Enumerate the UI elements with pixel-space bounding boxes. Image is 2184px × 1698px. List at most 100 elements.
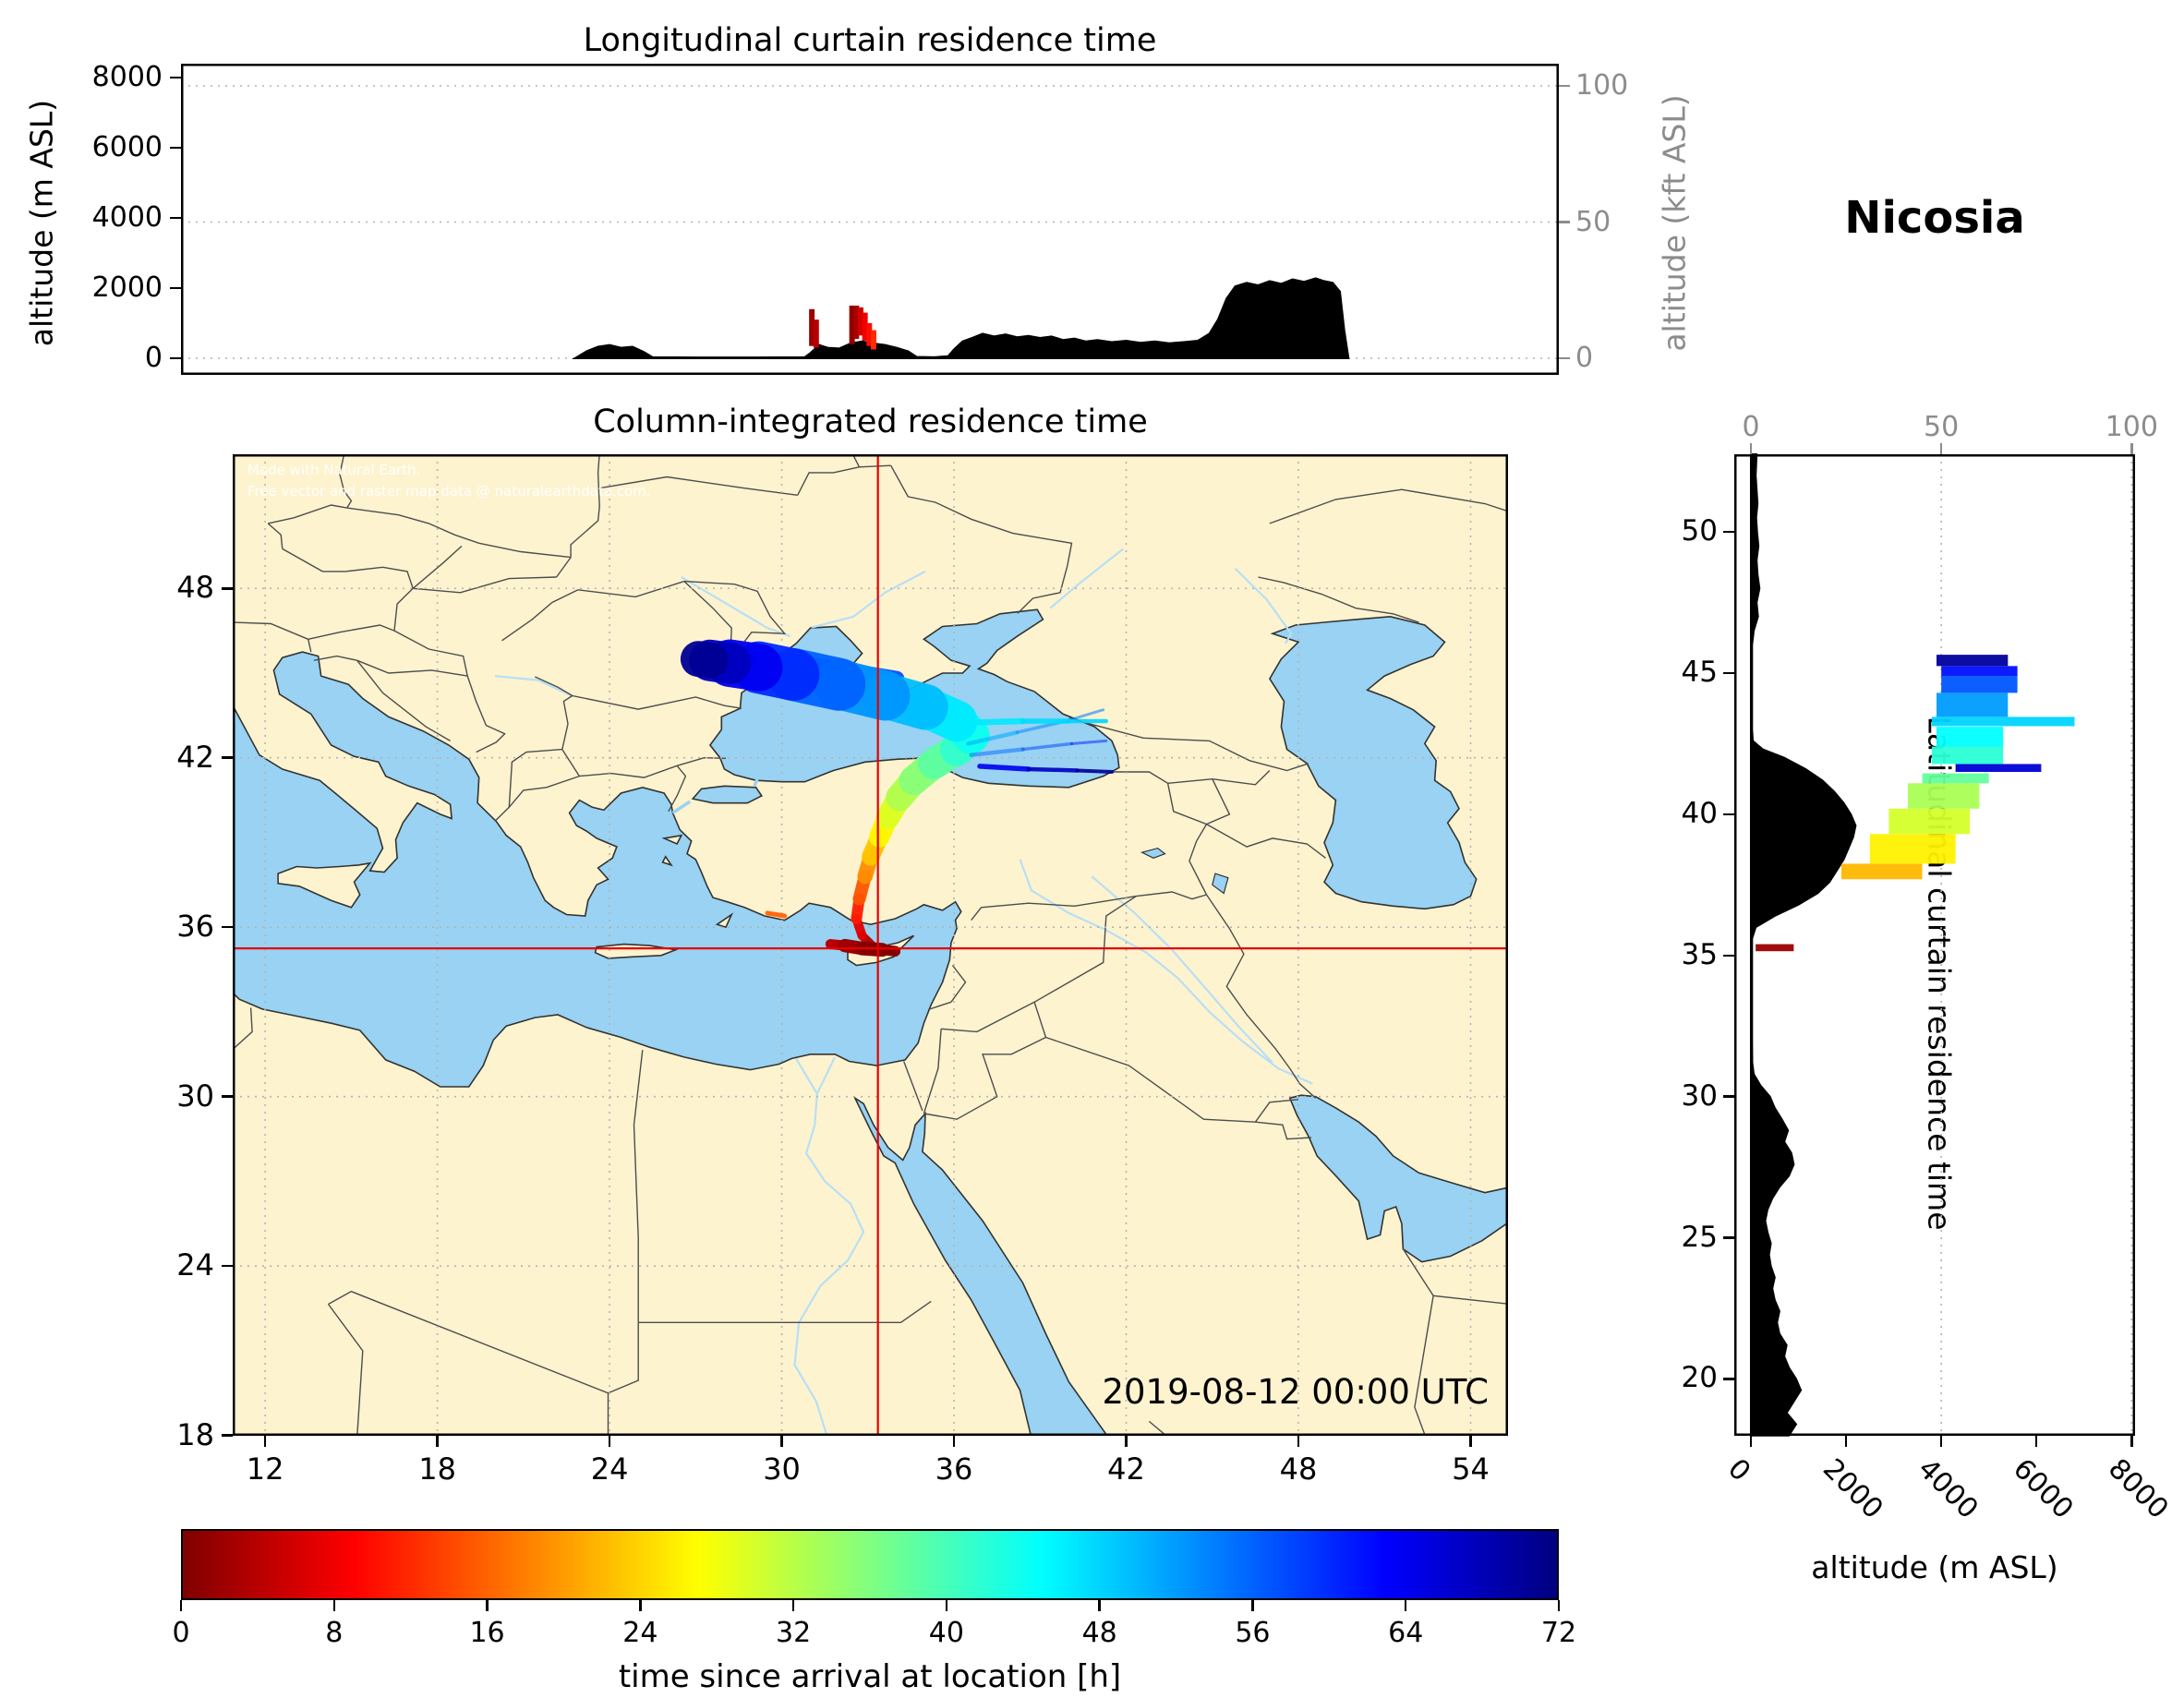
- plume-segment-navy-streak-east: [1075, 768, 1114, 775]
- strait: [753, 778, 759, 787]
- map-xtick-label: 42: [1107, 1451, 1145, 1487]
- longitudinal-kft-tick: [1559, 84, 1570, 88]
- latitudinal-ytick-label: 50: [1681, 514, 1718, 548]
- latitudinal-xtick-label: 8000: [2102, 1452, 2175, 1526]
- map-ytick-label: 48: [176, 570, 214, 606]
- colorbar-tick: [1098, 1600, 1101, 1611]
- longitudinal-residence-mark: [866, 323, 873, 346]
- colorbar-tick-label: 16: [469, 1617, 505, 1649]
- longitudinal-ytick-label: 0: [144, 342, 163, 374]
- station-title: Nicosia: [1844, 192, 2025, 244]
- map-attribution-line2: Free vector and raster map data @ natura…: [247, 483, 651, 500]
- river: [811, 570, 926, 629]
- sea-mediterranean: [233, 651, 962, 1088]
- map-xtick-label: 30: [763, 1451, 801, 1487]
- latitudinal-ytick: [1723, 1378, 1734, 1380]
- plume-segment-cyan-streak-east: [971, 717, 1026, 726]
- latitudinal-kft-tick: [2130, 443, 2133, 454]
- country-border: [923, 1036, 1046, 1120]
- map-ytick-label: 36: [176, 909, 214, 945]
- country-border: [466, 675, 506, 753]
- latitudinal-kft-label: 100: [2105, 411, 2158, 443]
- country-border: [572, 694, 742, 710]
- sea-red_sea: [852, 1095, 1108, 1436]
- latitudinal-xtick: [1844, 1436, 1848, 1447]
- map-ytick-label: 42: [176, 739, 214, 775]
- map-xtick: [1297, 1436, 1300, 1447]
- latitudinal-xtick: [2034, 1436, 2038, 1447]
- country-border: [413, 576, 557, 594]
- country-border: [346, 507, 572, 559]
- latitudinal-residence-mark: [1931, 717, 2075, 727]
- country-border: [356, 659, 468, 677]
- map-ytick: [222, 756, 233, 759]
- latitudinal-kft-label: 0: [1742, 411, 1760, 443]
- country-border: [313, 655, 357, 661]
- latitudinal-residence-mark: [1840, 863, 1923, 880]
- island-chios: [661, 855, 673, 867]
- river: [494, 675, 573, 697]
- longitudinal-panel-title: Longitudinal curtain residence time: [583, 22, 1157, 59]
- latitudinal-residence-mark: [1936, 692, 2009, 717]
- longitudinal-ytick: [170, 76, 181, 79]
- latitudinal-ytick-label: 20: [1681, 1361, 1718, 1395]
- map-gridlines: [233, 454, 1508, 1436]
- latitudinal-ytick-label: 45: [1681, 655, 1718, 689]
- colorbar-tick-label: 64: [1388, 1617, 1424, 1649]
- country-border: [683, 580, 787, 661]
- colorbar-tick-label: 48: [1081, 1617, 1117, 1649]
- country-border: [233, 621, 312, 653]
- river: [795, 1057, 818, 1095]
- map-attribution: Made with Natural Earth. Free vector and…: [247, 460, 651, 503]
- plume-segment-stem-and-band: [680, 641, 729, 679]
- island-lesbos: [661, 834, 683, 846]
- country-border: [1205, 894, 1317, 1099]
- map-ytick: [222, 1264, 233, 1268]
- country-border: [393, 587, 414, 632]
- latitudinal-xlabel: altitude (m ASL): [1811, 1549, 2058, 1585]
- country-border: [941, 1001, 1035, 1033]
- map-xtick-label: 12: [246, 1451, 284, 1487]
- map-panel: [233, 454, 1508, 1436]
- longitudinal-residence-mark: [809, 308, 815, 346]
- longitudinal-kft-tick: [1559, 356, 1570, 360]
- map-timestamp: 2019-08-12 00:00 UTC: [1102, 1372, 1489, 1412]
- latitudinal-curtain-panel: [1734, 453, 2135, 1437]
- colorbar-tick-label: 0: [172, 1617, 190, 1649]
- longitudinal-kft-label: 50: [1575, 205, 1611, 238]
- country-border: [556, 557, 572, 578]
- colorbar-tick: [639, 1600, 642, 1611]
- country-border: [1189, 824, 1208, 896]
- colorbar-tick: [1404, 1600, 1407, 1611]
- map-ytick: [222, 1095, 233, 1098]
- latitudinal-ytick-label: 35: [1681, 937, 1718, 971]
- country-border: [535, 676, 573, 697]
- country-border: [1414, 1295, 1434, 1436]
- strait: [671, 800, 692, 814]
- colorbar-tick-label: 56: [1235, 1617, 1271, 1649]
- latitudinal-ytick: [1723, 813, 1734, 816]
- country-border: [1254, 1099, 1299, 1123]
- longitudinal-residence-mark: [870, 330, 876, 350]
- colorbar-tick: [486, 1600, 489, 1611]
- river: [1019, 859, 1313, 1085]
- sea-marmara: [691, 785, 763, 804]
- latitudinal-residence-mark: [1908, 783, 1980, 809]
- country-border: [282, 548, 414, 589]
- country-border: [268, 504, 347, 524]
- latitudinal-ytick-label: 25: [1681, 1220, 1718, 1254]
- colorbar-tick-label: 24: [622, 1617, 658, 1649]
- latitudinal-residence-mark: [1922, 773, 1989, 784]
- country-border: [676, 756, 727, 766]
- country-border: [393, 630, 468, 677]
- latitudinal-ytick-label: 30: [1681, 1078, 1718, 1113]
- map-xtick-label: 48: [1279, 1451, 1318, 1487]
- latitudinal-ytick: [1723, 1095, 1734, 1098]
- river: [1049, 548, 1125, 609]
- country-border: [327, 1304, 364, 1436]
- map-rivers: [494, 548, 1313, 1436]
- country-border: [1033, 896, 1137, 1003]
- latitudinal-xtick: [1749, 1436, 1753, 1447]
- river: [793, 1093, 865, 1436]
- plume-segment-navy-streak-east: [1026, 766, 1080, 773]
